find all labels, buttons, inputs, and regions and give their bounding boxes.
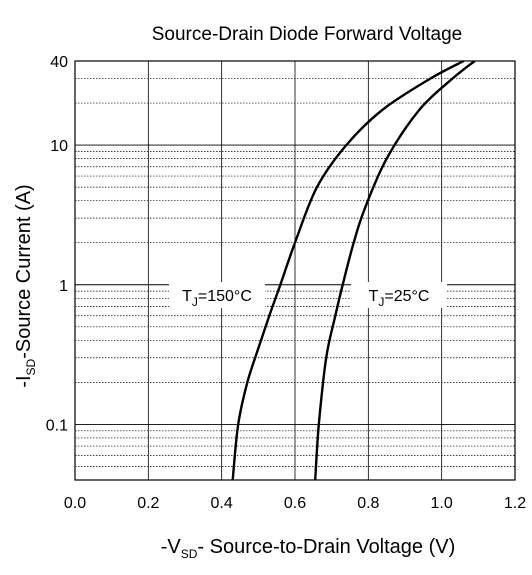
series-label-1: TJ=150°C [182, 288, 252, 309]
x-tick-label: 1.0 [431, 495, 453, 512]
series-line-2 [314, 60, 476, 481]
y-axis-label: -ISD-Source Current (A) [13, 184, 38, 387]
x-tick-label: 0.4 [211, 495, 233, 512]
x-tick-label: 0.2 [137, 495, 159, 512]
x-tick-label: 1.2 [504, 495, 526, 512]
x-tick-label: 0.6 [284, 495, 306, 512]
series-label-bg [351, 282, 447, 308]
series-labels: TJ=150°C TJ=25°C [169, 282, 447, 309]
x-tick-label: 0.8 [357, 495, 379, 512]
x-tick-label: 0.0 [64, 495, 86, 512]
y-tick-label: 0.1 [46, 417, 68, 434]
y-ticks: 0.1 1 10 40 [46, 54, 68, 434]
series-line-1 [231, 59, 465, 481]
y-tick-label: 10 [50, 138, 68, 155]
x-axis-label: -VSD- Source-to-Drain Voltage (V) [161, 536, 456, 561]
grid [74, 60, 516, 480]
plot-frame [74, 60, 516, 481]
series-label-bg [169, 282, 265, 308]
x-ticks: 0.0 0.2 0.4 0.6 0.8 1.0 1.2 [64, 495, 526, 512]
series-lines [231, 59, 476, 481]
y-tick-label: 40 [50, 54, 68, 71]
series-label-2: TJ=25°C [369, 288, 430, 309]
chart-title: Source-Drain Diode Forward Voltage [152, 24, 463, 45]
y-tick-label: 1 [59, 278, 68, 295]
